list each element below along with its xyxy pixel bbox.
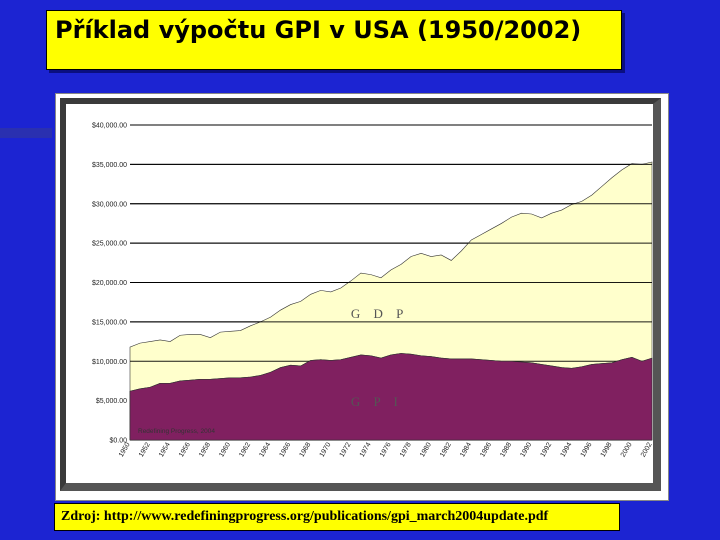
series-label-gpi: G P I (351, 394, 403, 409)
x-tick-label: 1966 (278, 441, 292, 458)
x-tick-label: 1994 (560, 441, 574, 458)
y-axis-ticks: $0.00 $5,000.00 $10,000.00 $15,000.00 $20,00… (92, 123, 127, 445)
x-tick-label: 1976 (379, 441, 393, 458)
x-tick-label: 2002 (640, 441, 653, 458)
x-tick-label: 1972 (339, 441, 353, 458)
x-tick-label: 1996 (580, 441, 594, 458)
x-tick-label: 1968 (299, 441, 313, 458)
x-tick-label: 1962 (238, 441, 252, 458)
title-box: Příklad výpočtu GPI v USA (1950/2002) (46, 10, 622, 70)
y-tick-label: $40,000.00 (92, 123, 127, 130)
x-tick-label: 1970 (319, 441, 333, 458)
y-tick-label: $30,000.00 (92, 201, 127, 208)
x-axis-ticks: 1950 1952 1954 1956 1958 1960 1962 1964 1966 1968… (118, 441, 653, 458)
chart-frame: $0.00 $5,000.00 $10,000.00 $15,000.00 $20,00… (55, 93, 669, 501)
source-box: Zdroj: http://www.redefiningprogress.org… (54, 503, 620, 531)
y-tick-label: $35,000.00 (92, 162, 127, 169)
slide-title: Příklad výpočtu GPI v USA (1950/2002) (55, 16, 582, 44)
x-tick-label: 1986 (479, 441, 493, 458)
x-tick-label: 1992 (539, 441, 553, 458)
x-tick-label: 1984 (459, 441, 473, 458)
chart-annotation: Redefining Progress, 2004 (138, 428, 215, 435)
x-tick-label: 1988 (499, 441, 513, 458)
x-tick-label: 2000 (620, 441, 634, 458)
x-tick-label: 1964 (258, 441, 272, 458)
series-labels: G D P G P I Redefining Progress, 2004 (138, 306, 409, 435)
x-tick-label: 1998 (600, 441, 614, 458)
decorative-bar (0, 128, 52, 138)
x-tick-label: 1990 (519, 441, 533, 458)
chart-inner: $0.00 $5,000.00 $10,000.00 $15,000.00 $20,00… (60, 98, 661, 491)
y-tick-label: $5,000.00 (96, 398, 127, 405)
x-tick-label: 1974 (359, 441, 373, 458)
x-tick-label: 1982 (439, 441, 453, 458)
gpi-gdp-area-chart: $0.00 $5,000.00 $10,000.00 $15,000.00 $20,00… (92, 123, 653, 459)
x-tick-label: 1952 (138, 441, 152, 458)
series-label-gdp: G D P (351, 306, 409, 321)
source-citation: Zdroj: http://www.redefiningprogress.org… (61, 509, 549, 524)
y-tick-label: $0.00 (109, 438, 127, 445)
area-gpi-front (129, 353, 653, 441)
x-tick-label: 1956 (178, 441, 192, 458)
x-tick-label: 1978 (399, 441, 413, 458)
x-tick-label: 1954 (158, 441, 172, 458)
y-tick-label: $20,000.00 (92, 280, 127, 287)
y-tick-label: $25,000.00 (92, 241, 127, 248)
x-tick-label: 1958 (198, 441, 212, 458)
y-tick-label: $15,000.00 (92, 319, 127, 326)
x-tick-label: 1980 (419, 441, 433, 458)
x-tick-label: 1960 (218, 441, 232, 458)
y-tick-label: $10,000.00 (92, 359, 127, 366)
